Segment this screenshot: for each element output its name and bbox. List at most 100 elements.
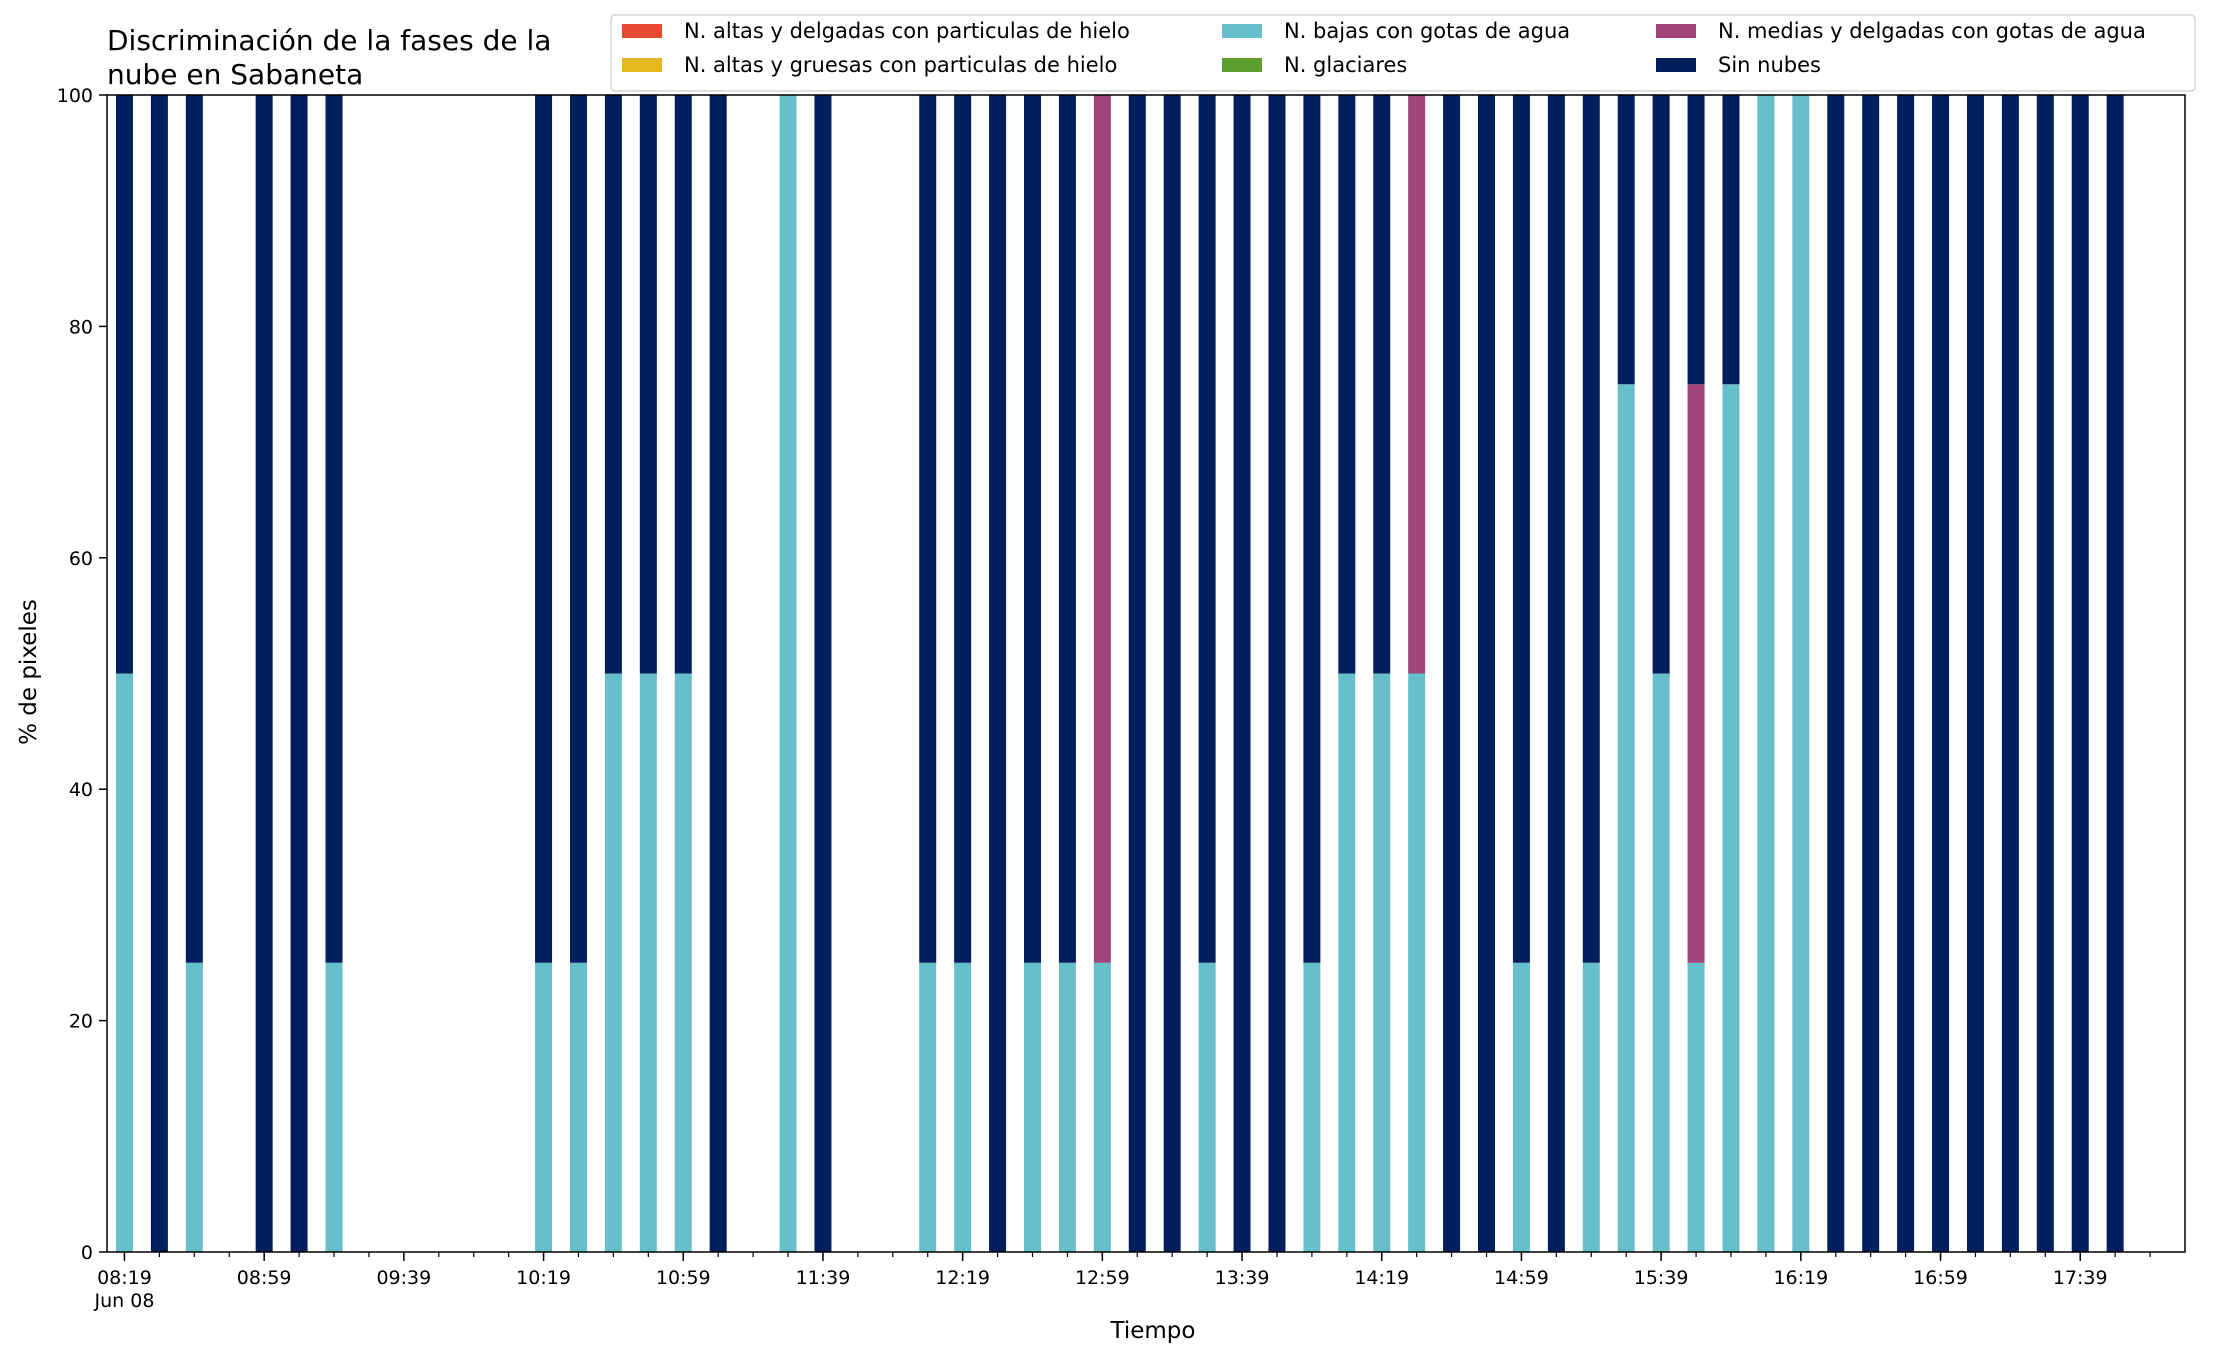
x-tick-label: 08:19: [97, 1267, 152, 1289]
x-tick-label: 16:19: [1773, 1267, 1828, 1289]
bar-segment-1059-s5: [674, 95, 692, 674]
bar-segment-1519-s2: [1582, 962, 1600, 1252]
bar-segment-1529-s5: [1617, 95, 1635, 385]
legend-entry-label: N. altas y gruesas con particulas de hie…: [684, 53, 1117, 77]
legend-entry-label: N. medias y delgadas con gotas de agua: [1718, 19, 2146, 43]
bar-segment-1349-s5: [1268, 95, 1286, 1252]
y-tick-label: 80: [69, 316, 93, 338]
legend-entry-label: N. glaciares: [1284, 53, 1407, 77]
bar-segment-1429-s4: [1408, 95, 1426, 674]
bar-segment-1549-s5: [1687, 95, 1705, 385]
bar-segment-1019-s2: [535, 962, 553, 1252]
legend: N. altas y delgadas con particulas de hi…: [610, 14, 2196, 92]
legend-swatch: [622, 24, 662, 38]
y-tick-label: 0: [81, 1242, 93, 1264]
legend-entry-label: N. altas y delgadas con particulas de hi…: [684, 19, 1130, 43]
legend-swatch: [622, 58, 662, 72]
bar-segment-1019-s5: [535, 95, 553, 963]
x-tick-label: 09:39: [376, 1267, 431, 1289]
bar-segment-1219-s5: [954, 95, 972, 963]
bar-segment-1429-s2: [1408, 673, 1426, 1252]
legend-entry-label: Sin nubes: [1718, 53, 1821, 77]
x-tick-label: 10:59: [656, 1267, 711, 1289]
bar-segment-1449-s5: [1478, 95, 1496, 1252]
x-tick-label: 14:19: [1354, 1267, 1409, 1289]
bar-segment-0919-s2: [325, 962, 343, 1252]
bar-series-group: [115, 95, 2124, 1252]
bar-segment-1059-s2: [674, 673, 692, 1252]
bar-segment-0819-s5: [115, 95, 133, 674]
bar-segment-1509-s5: [1547, 95, 1565, 1252]
bar-segment-1249-s5: [1058, 95, 1076, 963]
bar-segment-1709-s5: [1966, 95, 1984, 1252]
bar-segment-1209-s5: [919, 95, 937, 963]
legend-swatch: [1656, 58, 1696, 72]
bar-segment-0919-s5: [325, 95, 343, 963]
x-tick-label: 13:39: [1215, 1267, 1270, 1289]
bar-segment-1329-s2: [1198, 962, 1216, 1252]
bar-segment-1219-s2: [954, 962, 972, 1252]
y-axis-label: % de pixeles: [16, 599, 42, 745]
bar-segment-1309-s5: [1128, 95, 1146, 1252]
y-axis: 0 20 40 60 80 100: [57, 85, 107, 1264]
bar-segment-1549-s4: [1687, 384, 1705, 963]
bar-segment-1409-s5: [1338, 95, 1356, 674]
x-tick-label: 16:59: [1913, 1267, 1968, 1289]
bar-segment-1039-s2: [604, 673, 622, 1252]
bar-segment-1659-s5: [1932, 95, 1950, 1252]
bar-segment-1259-s4: [1093, 95, 1111, 963]
x-axis-label: Tiempo: [1110, 1318, 1196, 1344]
bar-segment-0909-s5: [290, 95, 308, 1252]
legend-box: [610, 14, 2196, 92]
y-tick-label: 40: [69, 779, 93, 801]
bar-segment-1359-s5: [1303, 95, 1321, 963]
x-tick-label: 17:39: [2053, 1267, 2108, 1289]
bar-segment-1749-s5: [2106, 95, 2124, 1252]
bar-segment-1249-s2: [1058, 962, 1076, 1252]
bar-segment-1039-s5: [604, 95, 622, 674]
bar-segment-1239-s5: [1024, 95, 1041, 963]
bar-segment-1519-s5: [1582, 95, 1600, 963]
y-tick-label: 20: [69, 1011, 93, 1033]
bar-segment-0829-s5: [150, 95, 168, 1252]
bar-segment-1639-s5: [1862, 95, 1880, 1252]
bar-segment-0859-s5: [255, 95, 273, 1252]
bar-segment-1719-s5: [2001, 95, 2019, 1252]
bar-segment-1529-s2: [1617, 384, 1635, 1252]
bar-segment-1549-s2: [1687, 962, 1705, 1252]
bar-segment-1459-s5: [1512, 95, 1530, 963]
bar-segment-1409-s2: [1338, 673, 1356, 1252]
bar-segment-1259-s2: [1093, 962, 1111, 1252]
bar-segment-1319-s5: [1163, 95, 1181, 1252]
bar-segment-0839-s5: [185, 95, 203, 963]
bar-segment-1339-s5: [1233, 95, 1251, 1252]
bar-segment-1139-s5: [814, 95, 832, 1252]
bar-segment-1329-s5: [1198, 95, 1216, 963]
bar-segment-1439-s5: [1443, 95, 1461, 1252]
legend-swatch: [1222, 58, 1262, 72]
chart-title-line-2: nube en Sabaneta: [107, 58, 363, 91]
bar-segment-1049-s2: [639, 673, 657, 1252]
bar-segment-1619-s2: [1792, 95, 1810, 1252]
bar-segment-1739-s5: [2071, 95, 2089, 1252]
x-tick-label: 12:59: [1075, 1267, 1130, 1289]
x-tick-label: 08:59: [237, 1267, 292, 1289]
bar-segment-1539-s5: [1652, 95, 1670, 674]
legend-swatch: [1656, 24, 1696, 38]
legend-entry-label: N. bajas con gotas de agua: [1284, 19, 1570, 43]
bar-segment-1239-s2: [1024, 962, 1041, 1252]
chart-title: Discriminación de la fases de la nube en…: [107, 24, 551, 91]
bar-segment-1049-s5: [639, 95, 657, 674]
x-tick-date-label: Jun 08: [94, 1290, 155, 1312]
bar-segment-1029-s5: [569, 95, 587, 963]
x-tick-label: 12:19: [935, 1267, 990, 1289]
bar-segment-1539-s2: [1652, 673, 1670, 1252]
bar-segment-1459-s2: [1512, 962, 1530, 1252]
bar-segment-0839-s2: [185, 962, 203, 1252]
bar-segment-1649-s5: [1897, 95, 1915, 1252]
y-tick-label: 60: [69, 548, 93, 570]
bar-segment-1629-s5: [1827, 95, 1845, 1252]
x-tick-label: 10:19: [516, 1267, 571, 1289]
